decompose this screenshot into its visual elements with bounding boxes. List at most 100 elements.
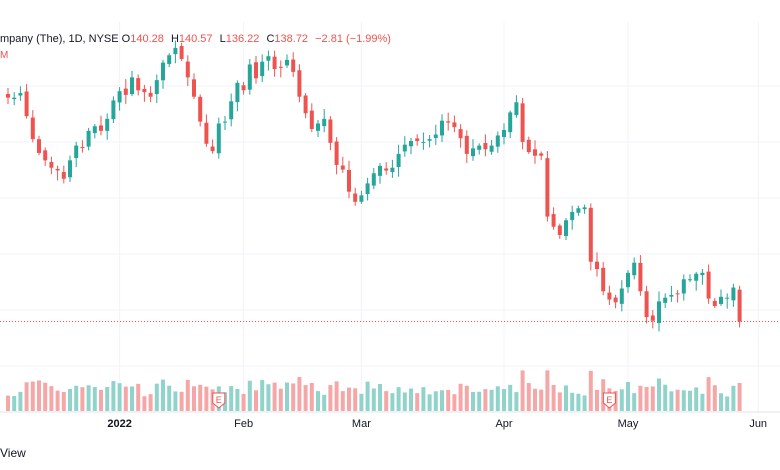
candle-body xyxy=(440,120,444,136)
candle-body xyxy=(12,97,17,100)
candle-body xyxy=(235,82,240,103)
volume-bar xyxy=(706,377,711,411)
volume-bar xyxy=(632,393,637,411)
low-label: L xyxy=(219,33,226,45)
volume-bar xyxy=(446,389,451,411)
volume-bar xyxy=(440,390,444,411)
volume-bar xyxy=(545,370,550,411)
candle-body xyxy=(24,91,29,117)
candle-body xyxy=(204,122,209,144)
volume-bar xyxy=(43,382,48,411)
volume-bar xyxy=(415,393,420,411)
volume-bar xyxy=(365,381,370,411)
candle-body xyxy=(564,220,568,236)
candle-body xyxy=(396,153,401,168)
sub-legend: M xyxy=(0,50,9,61)
volume-bar xyxy=(520,370,525,411)
candle-body xyxy=(471,148,475,157)
candle-body xyxy=(359,195,364,202)
volume-bar xyxy=(241,393,246,411)
volume-bar xyxy=(557,392,562,411)
volume-bar xyxy=(192,386,196,411)
candle-body xyxy=(557,225,562,236)
volume-bar xyxy=(582,395,587,411)
volume-bar xyxy=(514,392,519,411)
volume-bar xyxy=(396,387,401,411)
symbol-legend[interactable]: mpany (The), 1D, NYSE O140.28 H140.57 L1… xyxy=(0,33,391,45)
candle-body xyxy=(6,93,10,98)
grid xyxy=(0,22,780,412)
earnings-marker-label: E xyxy=(216,395,222,405)
volume-bar xyxy=(483,389,488,411)
volume-bar xyxy=(657,378,661,411)
volume-bar xyxy=(712,385,717,411)
volume-bar xyxy=(86,385,91,411)
volume-bar xyxy=(409,388,413,411)
candle-body xyxy=(545,158,550,217)
candle-body xyxy=(409,140,413,147)
volume-bar xyxy=(105,387,110,411)
volume-bar xyxy=(464,385,469,411)
candle-body xyxy=(526,139,531,153)
candle-body xyxy=(260,61,265,77)
volume-bar xyxy=(272,382,277,411)
volume-bar xyxy=(235,389,240,411)
candle-body xyxy=(30,117,35,140)
candle-body xyxy=(663,297,668,303)
candle-body xyxy=(551,214,556,227)
candle-body xyxy=(725,297,730,299)
x-tick-label: Mar xyxy=(352,418,371,430)
footer-view-text[interactable]: View xyxy=(0,446,26,460)
volume-bar xyxy=(111,381,116,411)
volume-bar xyxy=(384,391,389,411)
volume-bar xyxy=(123,386,128,411)
candle-body xyxy=(675,293,680,295)
candle-body xyxy=(334,141,339,165)
candle-body xyxy=(632,262,637,276)
volume-bar xyxy=(285,382,289,411)
candle-body xyxy=(688,279,692,281)
candle-body xyxy=(111,100,116,120)
volume-bar xyxy=(142,396,147,411)
volume-bar xyxy=(588,370,593,411)
change-value: −2.81 (−1.99%) xyxy=(315,33,391,45)
candle-body xyxy=(185,61,190,78)
candles xyxy=(6,40,742,332)
candle-body xyxy=(105,118,110,131)
volume-bar xyxy=(526,383,531,411)
candle-body xyxy=(266,56,271,61)
candle-body xyxy=(427,139,432,141)
volume-bar xyxy=(402,392,407,411)
volume-bar xyxy=(502,389,506,411)
earnings-marker-icon xyxy=(212,392,226,409)
candle-body xyxy=(657,301,661,324)
volume-bar xyxy=(12,396,17,411)
volume-bar xyxy=(347,387,351,411)
volume-bar xyxy=(167,385,172,411)
candle-body xyxy=(136,78,141,91)
volume-bar xyxy=(322,394,327,411)
candle-body xyxy=(669,294,674,297)
volume-bar xyxy=(669,391,674,411)
volume-bar xyxy=(433,391,438,411)
time-axis[interactable]: 2022 Feb Mar Apr May Jun xyxy=(107,418,767,430)
candle-body xyxy=(117,91,122,103)
volume-bar xyxy=(18,391,23,411)
volume-bar xyxy=(489,389,494,411)
candle-body xyxy=(415,138,420,141)
candle-body xyxy=(588,207,593,262)
volume-bar xyxy=(24,382,29,411)
volume-bar xyxy=(458,383,463,411)
candle-body xyxy=(638,262,643,292)
candle-body xyxy=(80,147,85,149)
candle-body xyxy=(223,121,227,123)
volume-bar xyxy=(663,384,668,411)
candle-body xyxy=(477,145,482,150)
volume-bar xyxy=(359,393,364,411)
volume-bar xyxy=(68,389,72,411)
volume-bar xyxy=(533,388,537,411)
low-value: 136.22 xyxy=(225,33,260,45)
